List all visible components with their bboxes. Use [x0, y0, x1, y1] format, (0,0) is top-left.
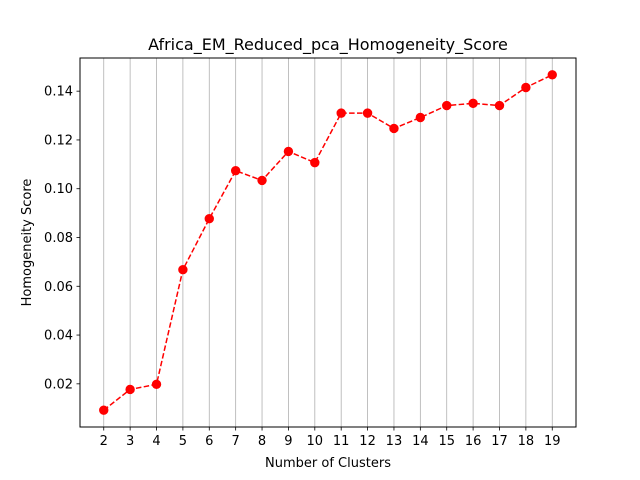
grid: [103, 58, 553, 427]
data-point: [547, 70, 557, 80]
data-point: [310, 157, 320, 168]
x-tick-label: 7: [232, 434, 240, 449]
x-tick-label: 13: [386, 434, 403, 449]
x-tick-label: 19: [544, 434, 561, 449]
data-point: [151, 379, 162, 390]
y-tick-label: 0.06: [44, 280, 73, 295]
data-point: [230, 165, 241, 176]
data-point: [178, 264, 188, 275]
x-tick-label: 12: [359, 434, 376, 449]
y-tick-label: 0.02: [44, 377, 73, 392]
data-point: [99, 405, 109, 415]
data-point: [283, 146, 294, 157]
chart-title: Africa_EM_Reduced_pca_Homogeneity_Score: [148, 35, 508, 55]
x-tick-label: 11: [333, 434, 350, 449]
x-tick-label: 2: [100, 434, 108, 449]
x-axis-label: Number of Clusters: [265, 456, 391, 471]
data-point: [389, 123, 399, 134]
x-tick-label: 3: [126, 434, 134, 449]
x-tick-label: 17: [491, 434, 508, 449]
data-point: [415, 112, 426, 123]
data-point: [336, 108, 346, 118]
data-point: [521, 82, 531, 93]
x-tick-label: 8: [258, 434, 266, 449]
plot-frame: [79, 57, 577, 428]
data-point: [257, 175, 267, 186]
y-tick-label: 0.12: [44, 133, 73, 148]
data-point: [204, 214, 214, 224]
x-tick-label: 18: [518, 434, 535, 449]
y-tick-label: 0.14: [44, 85, 73, 100]
x-tick-label: 6: [205, 434, 213, 449]
y-tick-label: 0.10: [44, 182, 73, 197]
y-tick-label: 0.04: [44, 329, 73, 344]
y-axis-label: Homogeneity Score: [20, 179, 35, 307]
data-point: [125, 384, 135, 395]
x-tick-label: 10: [307, 434, 324, 449]
y-axis-ticks: 0.02 0.04 0.06 0.08 0.10 0.12 0.14: [44, 85, 80, 392]
x-tick-label: 9: [284, 434, 292, 449]
data-point: [494, 100, 505, 111]
x-axis-ticks: 2 3 4 5 6 7 8 9 10 11 12 13 14 15 16 17 18 19: [100, 427, 561, 449]
x-tick-label: 5: [179, 434, 187, 449]
x-tick-label: 4: [152, 434, 160, 449]
x-tick-label: 14: [412, 434, 429, 449]
x-tick-label: 16: [465, 434, 482, 449]
data-point: [468, 98, 478, 109]
data-point: [442, 100, 452, 111]
x-tick-label: 15: [438, 434, 455, 449]
data-point: [362, 108, 373, 118]
y-tick-label: 0.08: [44, 231, 73, 246]
series-layer: [99, 70, 557, 415]
